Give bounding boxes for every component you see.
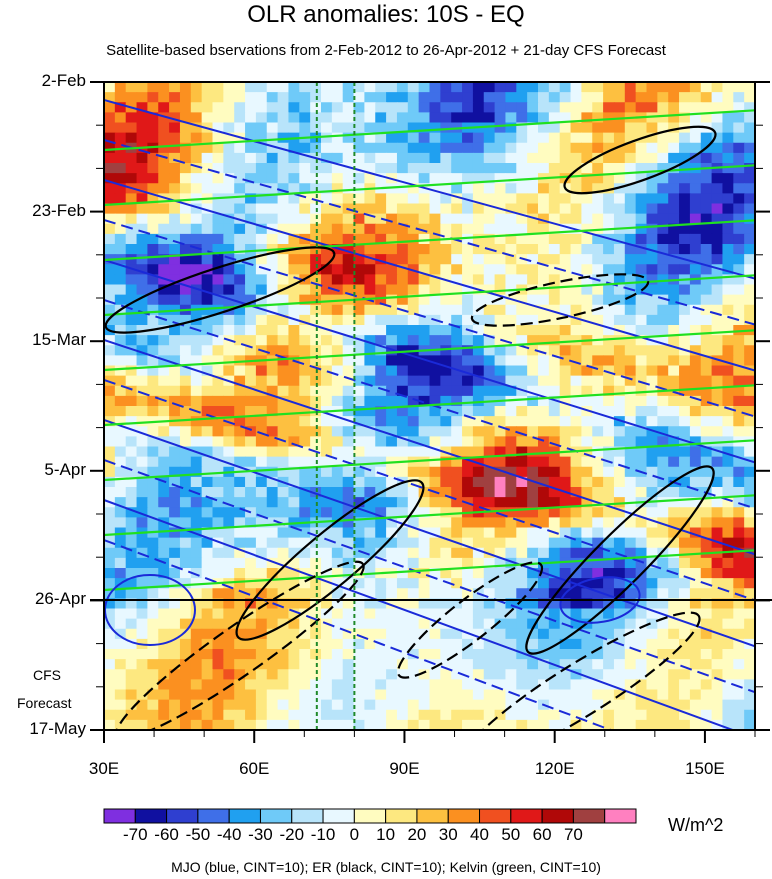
cfs-forecast-label-line2: Forecast — [17, 695, 72, 711]
colorbar-swatch — [259, 808, 293, 824]
chart-subtitle: Satellite-based bservations from 2-Feb-2… — [106, 42, 666, 59]
kelvin-contour — [104, 439, 755, 482]
er-contour — [235, 479, 425, 641]
er-contour — [396, 561, 544, 679]
olr-heatmap-field — [104, 82, 755, 730]
colorbar-tick-label: 0 — [349, 825, 360, 844]
colorbar-swatch — [416, 808, 449, 824]
y-tick-label: 17-May — [29, 719, 86, 738]
mjo-contour — [104, 339, 755, 556]
colorbar — [103, 808, 637, 824]
er-contour — [104, 246, 336, 334]
colorbar-swatch — [541, 808, 574, 824]
cfs-forecast-label-line1: CFS — [33, 667, 61, 683]
reference-longitude-lines — [315, 82, 356, 730]
mjo-contour — [104, 419, 755, 648]
colorbar-tick-label: 50 — [501, 825, 521, 844]
colorbar-tick-label: -70 — [122, 825, 148, 844]
wave-filter-contours — [104, 99, 755, 730]
y-tick-label: 5-Apr — [44, 459, 86, 479]
kelvin-contour — [104, 549, 755, 592]
colorbar-swatch — [353, 808, 387, 824]
mjo-contour — [559, 576, 641, 624]
er-contour — [563, 125, 717, 195]
kelvin-contour — [104, 219, 755, 262]
kelvin-contour — [104, 384, 755, 427]
mjo-contour — [104, 179, 755, 372]
colorbar-tick-label: -10 — [310, 825, 336, 844]
colorbar-swatch — [479, 808, 512, 824]
x-tick-label: 60E — [239, 759, 270, 778]
colorbar-tick-label: 60 — [532, 825, 552, 844]
colorbar-swatch — [291, 808, 324, 824]
colorbar-units: W/m^2 — [668, 815, 724, 835]
colorbar-swatch — [228, 808, 261, 824]
kelvin-contour — [104, 109, 755, 152]
colorbar-tick-label: -60 — [154, 825, 179, 844]
y-tick-label: 15-Mar — [32, 330, 86, 350]
colorbar-tick-label: 10 — [376, 825, 396, 844]
mjo-contour — [104, 99, 755, 280]
colorbar-swatch — [447, 808, 481, 824]
er-contour — [115, 560, 365, 730]
y-tick-label: 2-Feb — [41, 71, 86, 90]
mjo-contour — [104, 459, 755, 694]
colorbar-tick-label: 20 — [407, 825, 427, 844]
colorbar-tick-label: 40 — [470, 825, 489, 844]
kelvin-contour — [104, 274, 755, 317]
mjo-contour — [104, 139, 755, 326]
colorbar-tick-label: -40 — [216, 825, 242, 844]
colorbar-swatch — [197, 808, 230, 824]
colorbar-swatch — [322, 808, 355, 824]
chart-title: OLR anomalies: 10S - EQ — [247, 1, 525, 28]
colorbar-swatch — [604, 808, 637, 824]
kelvin-contour — [104, 164, 755, 207]
colorbar-tick-label: -30 — [248, 825, 273, 844]
er-contour — [525, 465, 715, 655]
colorbar-swatch — [385, 808, 418, 824]
kelvin-contour — [104, 494, 755, 537]
x-tick-label: 90E — [389, 759, 420, 778]
x-tick-label: 30E — [88, 759, 120, 778]
colorbar-tick-label: 70 — [563, 825, 583, 844]
overlay-legend-note: MJO (blue, CINT=10); ER (black, CINT=10)… — [171, 859, 601, 875]
colorbar-swatch — [572, 808, 606, 824]
colorbar-tick-label: -20 — [279, 825, 305, 844]
mjo-contour — [104, 499, 736, 730]
mjo-contour — [104, 539, 614, 730]
colorbar-tick-label: -50 — [185, 825, 211, 844]
plot-frame — [103, 81, 756, 731]
y-tick-label: 26-Apr — [34, 589, 86, 609]
mjo-contour — [104, 259, 755, 464]
axis-ticks — [90, 81, 770, 743]
x-tick-label: 120E — [534, 759, 575, 778]
colorbar-swatch — [134, 808, 168, 824]
colorbar-swatch — [103, 808, 136, 824]
x-tick-label: 150E — [685, 759, 725, 778]
colorbar-swatch — [166, 808, 199, 824]
kelvin-contour — [104, 329, 755, 372]
colorbar-swatch — [510, 808, 543, 824]
colorbar-tick-label: 30 — [438, 825, 458, 844]
y-tick-label: 23-Feb — [32, 200, 86, 220]
er-contour — [459, 611, 701, 730]
